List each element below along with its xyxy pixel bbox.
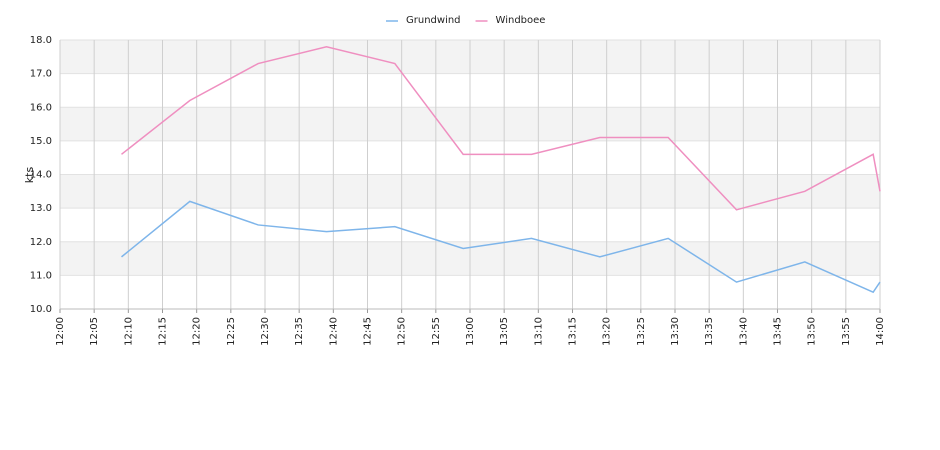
series-line [121, 200, 881, 294]
x-tick-label: 12:15 [158, 317, 169, 346]
x-tick-label: 13:00 [465, 317, 476, 346]
x-tick-label: 12:20 [192, 317, 203, 346]
x-tick-label: 13:10 [533, 317, 544, 346]
x-tick-label: 12:05 [89, 317, 100, 346]
y-tick-label: 14.0 [30, 170, 52, 181]
y-axis-label: kts [23, 167, 36, 184]
x-tick-label: 13:35 [704, 317, 715, 346]
x-tick-label: 12:50 [397, 317, 408, 346]
x-tick-label: 13:25 [636, 317, 647, 346]
x-tick-label: 12:55 [431, 317, 442, 346]
y-tick-label: 15.0 [30, 136, 52, 147]
legend-label: Windboee [496, 15, 546, 26]
x-tick-label: 12:45 [363, 317, 374, 346]
x-tick-label: 13:40 [738, 317, 749, 346]
y-tick-label: 16.0 [30, 102, 52, 113]
x-tick-label: 13:50 [807, 317, 818, 346]
y-tick-label: 18.0 [30, 35, 52, 46]
legend-label: Grundwind [406, 15, 461, 26]
x-tick-label: 13:15 [568, 317, 579, 346]
y-tick-label: 13.0 [30, 203, 52, 214]
x-tick-label: 12:35 [294, 317, 305, 346]
y-tick-label: 12.0 [30, 237, 52, 248]
x-tick-label: 12:30 [260, 317, 271, 346]
x-tick-label: 12:00 [55, 317, 66, 346]
x-tick-label: 14:00 [875, 317, 886, 346]
x-tick-label: 13:05 [499, 317, 510, 346]
y-tick-label: 10.0 [30, 304, 52, 315]
y-tick-label: 11.0 [30, 270, 52, 281]
x-tick-label: 13:30 [670, 317, 681, 346]
series-line [121, 45, 881, 211]
x-tick-label: 12:10 [123, 317, 134, 346]
x-tick-label: 13:55 [841, 317, 852, 346]
x-tick-label: 13:20 [602, 317, 613, 346]
x-tick-label: 12:25 [226, 317, 237, 346]
x-tick-label: 12:40 [328, 317, 339, 346]
x-tick-label: 13:45 [773, 317, 784, 346]
y-tick-label: 17.0 [30, 69, 52, 80]
